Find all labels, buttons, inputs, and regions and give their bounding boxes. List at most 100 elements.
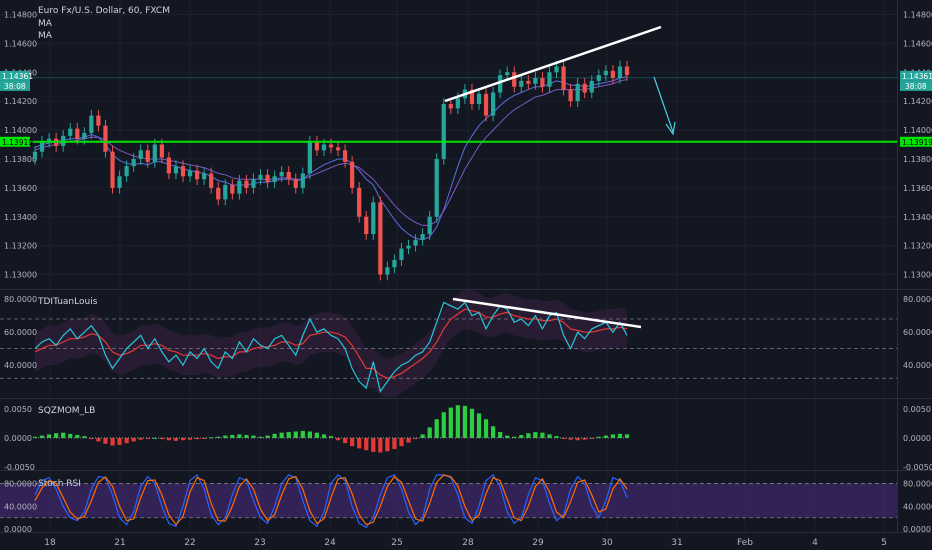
sqz-bar — [427, 427, 432, 438]
y-tick-label-right: 0.0050 — [903, 405, 931, 414]
sqz-bar — [209, 437, 214, 439]
sqz-bar — [575, 437, 580, 441]
sqz-bar — [589, 437, 594, 439]
sqz-bar — [378, 437, 383, 453]
current-price-label-left: 1.14361 — [2, 72, 33, 81]
candle — [68, 128, 73, 136]
candle — [32, 151, 38, 159]
sqz-bar — [554, 436, 559, 438]
candle — [385, 267, 390, 275]
candle — [498, 75, 503, 93]
sqz-bar — [82, 436, 87, 438]
sqz-bar — [138, 437, 143, 440]
y-tick-label-left: 1.13600 — [4, 184, 37, 193]
x-tick-label: 5 — [881, 538, 887, 548]
y-tick-label-right: 1.14200 — [903, 97, 932, 106]
candle — [152, 144, 157, 162]
sqz-bar — [187, 437, 193, 440]
candle — [96, 115, 101, 126]
stoch-d-line — [34, 474, 628, 526]
candle — [540, 78, 545, 87]
candle — [476, 93, 482, 105]
sqz-bar — [519, 435, 524, 438]
y-tick-label-right: 1.14600 — [903, 39, 932, 48]
candle — [357, 187, 362, 217]
candle — [568, 89, 573, 102]
candle — [427, 216, 432, 235]
sqz-bar — [483, 419, 489, 438]
stoch-rsi-title: Stoch RSI — [38, 479, 81, 489]
sqz-bar — [131, 437, 136, 442]
candle — [251, 179, 256, 188]
sqz-bar — [371, 437, 376, 452]
sqz-bar — [441, 412, 446, 438]
x-tick-label: 25 — [391, 538, 402, 548]
y-tick-label-left: -0.0050 — [4, 463, 35, 472]
current-price-label-right: 1.14361 — [902, 72, 932, 81]
candle — [300, 173, 305, 188]
candle — [455, 98, 460, 109]
x-tick-label: 4 — [812, 538, 818, 548]
y-tick-label-left: 0.0000 — [4, 434, 32, 443]
candle — [202, 173, 207, 180]
sqz-bar — [54, 433, 59, 438]
y-tick-label-right: 1.13800 — [903, 155, 932, 164]
candle — [413, 239, 418, 246]
sqz-bar — [230, 435, 235, 438]
sqz-bar — [413, 437, 418, 440]
candle — [469, 89, 475, 105]
y-tick-label-left: 1.14600 — [4, 39, 37, 48]
candle — [575, 83, 580, 102]
support-tag-left — [0, 136, 30, 147]
sqz-bar — [265, 435, 270, 438]
candle — [173, 166, 179, 174]
candle — [378, 202, 383, 275]
y-tick-label-right: 60.0000 — [903, 328, 932, 337]
candle — [180, 166, 186, 177]
sqz-bar — [202, 437, 207, 439]
sqz-bar — [300, 430, 305, 438]
sqz-bar — [180, 437, 186, 441]
y-tick-label-right: 80.0000 — [903, 295, 932, 304]
arrow-drawing-shaft — [653, 76, 674, 133]
countdown-label-left: 38:08 — [4, 82, 26, 91]
candle — [547, 72, 552, 87]
sqz-bar — [350, 437, 355, 447]
candle — [117, 176, 122, 188]
candle — [166, 157, 172, 174]
tdi-pane: 80.0000 80.0000 60.0000 60.0000 40.0000 40.00… — [0, 289, 932, 398]
candle — [420, 234, 425, 240]
x-tick-label: 22 — [184, 538, 195, 548]
candle — [610, 70, 616, 79]
candle — [589, 80, 594, 93]
sqz-bar — [110, 437, 115, 446]
candle — [39, 141, 45, 152]
candle — [82, 132, 87, 139]
candle — [89, 115, 94, 133]
x-tick-label: 31 — [671, 538, 682, 548]
candle — [46, 138, 52, 142]
candle — [490, 92, 496, 116]
sqz-bar — [617, 433, 623, 438]
candle — [505, 72, 510, 76]
current-price-tag-right — [900, 70, 932, 81]
support-label-left: 1.13919 — [2, 138, 33, 147]
candle — [519, 80, 524, 87]
sqz-bar — [166, 437, 172, 441]
sqz-bar — [498, 432, 503, 438]
sqz-bar — [258, 436, 263, 438]
candle — [286, 171, 291, 180]
support-label-right: 1.13919 — [902, 138, 932, 147]
sqz-bar — [244, 435, 249, 438]
sqz-bar — [251, 435, 256, 438]
sqz-bar — [145, 437, 150, 439]
candle — [230, 184, 235, 194]
sqz-bar — [321, 434, 327, 438]
sqz-bar — [279, 432, 284, 438]
y-tick-label-right: 40.0000 — [903, 502, 932, 511]
sqz-bar — [293, 431, 298, 438]
countdown-tag-right — [900, 80, 932, 91]
x-tick-label: 23 — [254, 538, 265, 548]
